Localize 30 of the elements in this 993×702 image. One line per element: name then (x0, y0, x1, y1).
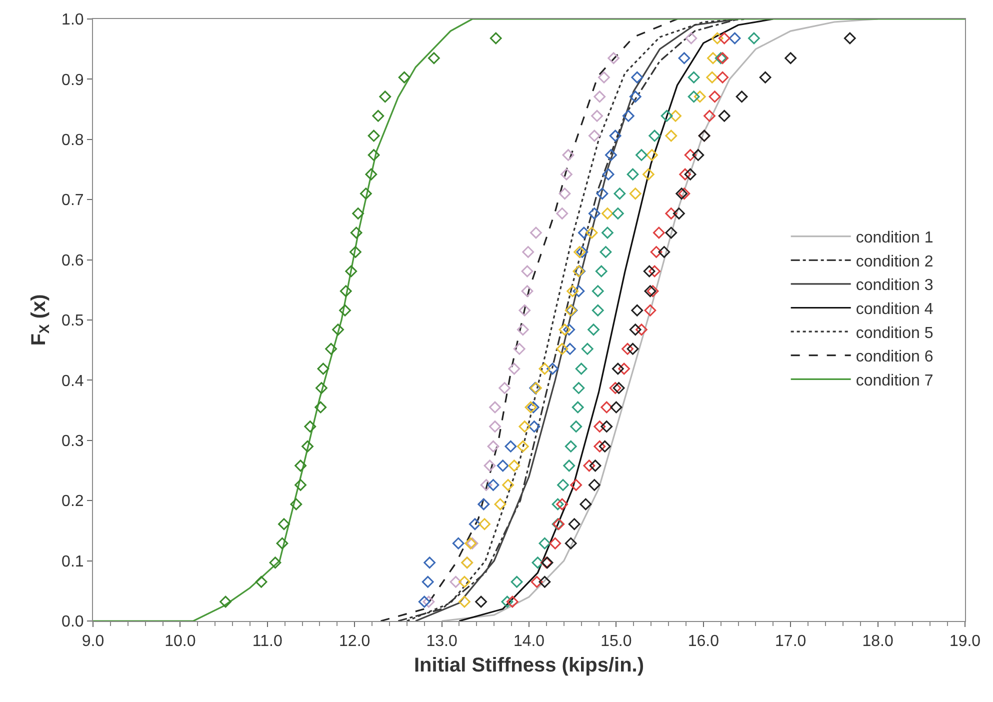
x-tick-label: 15.0 (600, 633, 632, 650)
legend-label: condition 1 (856, 230, 934, 247)
x-tick-label: 9.0 (82, 633, 104, 650)
x-tick-label: 18.0 (862, 633, 894, 650)
y-tick-label: 1.0 (62, 12, 84, 29)
legend-label: condition 6 (856, 348, 934, 366)
y-tick-label: 0.0 (62, 614, 84, 631)
x-tick-label: 17.0 (775, 633, 806, 650)
y-tick-label: 0.1 (62, 553, 84, 570)
y-tick-label: 0.7 (62, 192, 84, 210)
x-tick-label: 19.0 (949, 633, 981, 650)
legend-label: condition 7 (856, 372, 934, 390)
y-tick-label: 0.5 (62, 312, 84, 330)
y-tick-label: 0.4 (62, 372, 84, 390)
y-tick-label: 0.6 (62, 252, 84, 270)
x-tick-label: 11.0 (252, 633, 282, 650)
x-tick-label: 16.0 (688, 633, 720, 650)
x-axis-title: Initial Stiffness (kips/in.) (414, 654, 644, 677)
x-tick-label: 12.0 (339, 633, 370, 650)
x-tick-label: 13.0 (426, 633, 458, 650)
legend-label: condition 4 (856, 301, 934, 318)
y-tick-label: 0.2 (62, 493, 84, 510)
legend-label: condition 5 (856, 324, 934, 342)
y-tick-label: 0.3 (62, 433, 84, 450)
y-tick-label: 0.9 (62, 72, 84, 89)
y-tick-label: 0.8 (62, 132, 84, 149)
legend-label: condition 2 (856, 253, 934, 270)
x-tick-label: 10.0 (164, 633, 196, 650)
legend-label: condition 3 (856, 277, 934, 294)
x-tick-label: 14.0 (513, 633, 545, 650)
